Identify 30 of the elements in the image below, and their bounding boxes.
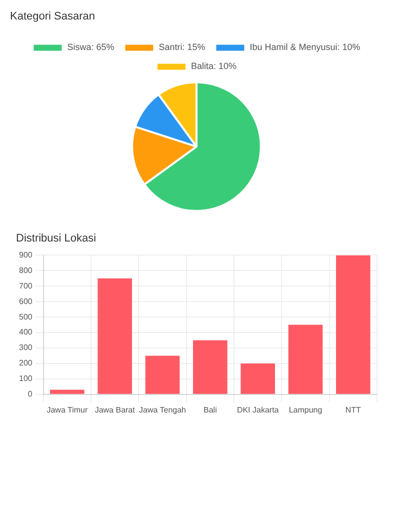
bar: [145, 356, 180, 394]
bar: [336, 255, 370, 394]
x-tick-label: Jawa Barat: [94, 405, 136, 414]
x-tick-label: Jawa Timur: [46, 405, 88, 414]
y-tick-label: 800: [18, 266, 33, 275]
x-tick-label: NTT: [345, 405, 362, 414]
legend-label: Ibu Hamil & Menyusui: 10%: [250, 42, 360, 52]
legend-label: Siswa: 65%: [67, 42, 114, 52]
bar: [50, 390, 84, 394]
chart-title: Distribusi Lokasi: [16, 232, 96, 245]
x-tick-label: Jawa Tengah: [139, 405, 186, 414]
y-tick-label: 100: [18, 374, 33, 384]
y-tick-label: 400: [18, 328, 33, 337]
y-tick-label: 300: [18, 343, 33, 352]
y-tick-label: 0: [28, 390, 33, 399]
y-tick-label: 600: [18, 296, 33, 306]
y-tick-label: 500: [18, 312, 33, 322]
x-tick-label: DKI Jakarta: [236, 405, 280, 414]
legend-label: Santri: 15%: [158, 42, 206, 52]
y-tick-label: 900: [18, 250, 33, 260]
x-tick-label: Lampung: [288, 405, 322, 414]
bar: [240, 363, 275, 394]
bar: [98, 278, 132, 394]
legend-label: Balita: 10%: [190, 61, 237, 72]
x-tick-label: Bali: [204, 405, 218, 414]
y-tick-label: 700: [18, 281, 33, 290]
chart-title: Kategori Sasaran: [10, 10, 95, 23]
y-tick-label: 200: [18, 358, 33, 368]
bar: [288, 324, 323, 394]
bar: [193, 340, 228, 394]
